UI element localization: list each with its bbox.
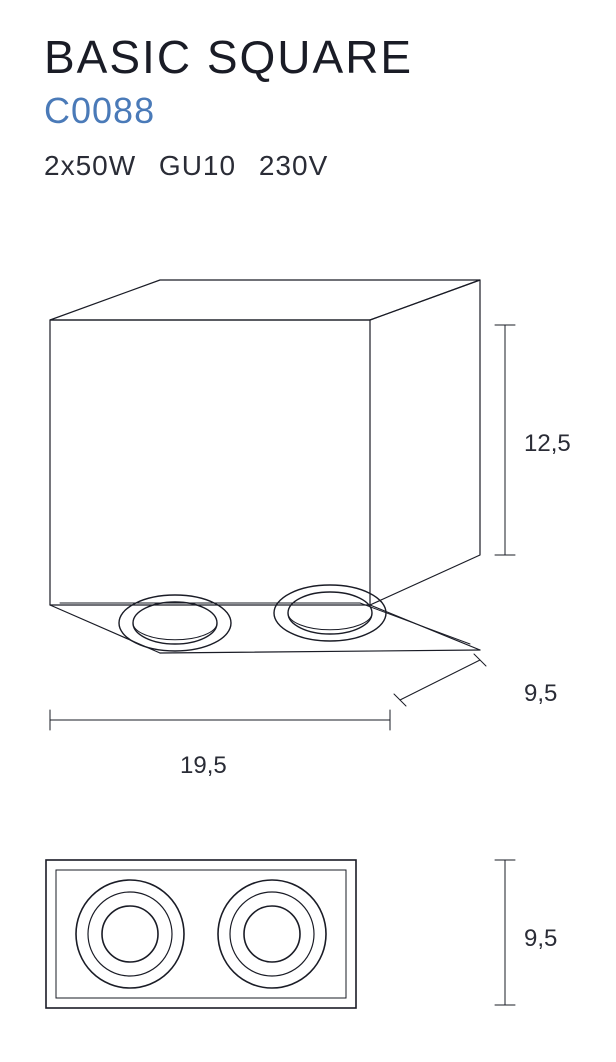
dim-height: 12,5 — [524, 430, 571, 458]
technical-drawing — [0, 0, 616, 1062]
dim-width: 19,5 — [180, 752, 227, 780]
dim-depth1: 9,5 — [524, 680, 557, 708]
dim-depth2: 9,5 — [524, 925, 557, 953]
